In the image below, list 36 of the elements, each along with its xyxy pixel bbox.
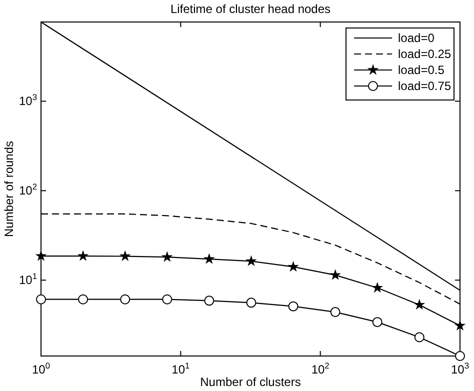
point [246,298,256,308]
point [246,255,257,266]
legend-label: load=0.5 [398,63,445,77]
point [162,294,172,304]
point [77,250,89,261]
legend-label: load=0 [398,31,435,45]
legend-label: load=0.75 [398,79,452,93]
y-tick-label: 10$^{3}$ [18,92,38,108]
point [414,332,424,342]
y-tick-label: 10$^{1}$ [18,270,38,287]
point [372,317,382,328]
point [455,351,465,361]
x-axis-title: Number of clusters [200,375,301,389]
point [204,253,215,264]
x-tick-label: 10$^{3}$ [450,360,470,377]
legend-label: load=0.25 [398,47,452,61]
point [204,296,214,306]
y-axis-title: Number of rounds [2,140,16,238]
point [288,301,298,312]
point [120,294,130,304]
point [35,250,47,261]
point [414,298,426,310]
point [161,251,173,262]
chart-title: Lifetime of cluster head nodes [170,2,331,16]
point [330,269,341,280]
x-tick-label: 10$^{2}$ [311,360,330,377]
x-tick-label: 10$^{0}$ [32,360,50,377]
point [454,320,466,330]
point [36,294,46,304]
point [288,260,299,272]
point [78,294,88,304]
x-tick-label: 10$^{1}$ [172,360,190,377]
point [330,307,340,318]
point [372,282,384,293]
y-tick-label: 10$^{2}$ [18,182,38,198]
point [119,250,131,262]
